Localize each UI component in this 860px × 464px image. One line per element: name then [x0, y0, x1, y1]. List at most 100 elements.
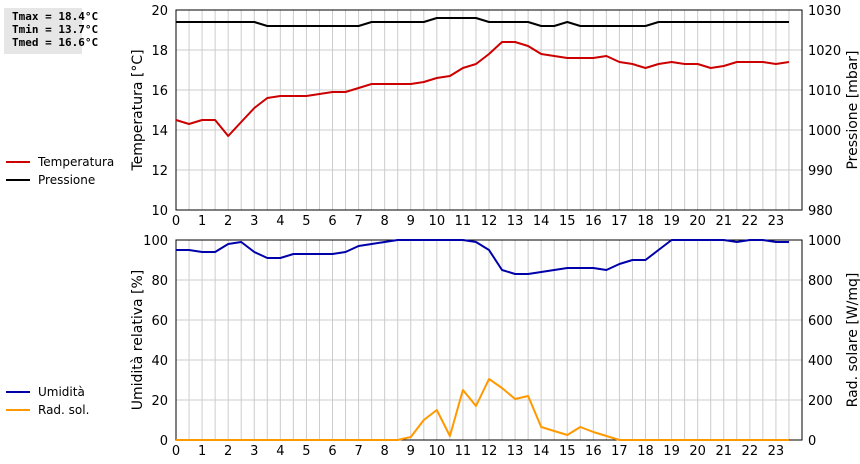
y2-tick-label: 1020 [808, 44, 841, 59]
x-tick-label: 18 [637, 214, 654, 229]
y2-tick-label: 1030 [808, 4, 841, 19]
x-tick-label: 4 [276, 214, 284, 229]
y-tick-label: 100 [143, 234, 168, 249]
y2-tick-label: 990 [808, 164, 833, 179]
series-line-umidit- [176, 239, 789, 275]
series-line-pressione [176, 17, 789, 27]
x-tick-label: 16 [585, 214, 602, 229]
x-tick-label: 20 [689, 214, 706, 229]
x-tick-label: 6 [328, 444, 336, 459]
tmin-label: Tmin = 13.7°C [12, 23, 99, 36]
x-tick-label: 5 [302, 444, 310, 459]
y-tick-label: 18 [151, 44, 168, 59]
x-tick-label: 1 [198, 214, 206, 229]
y2-tick-label: 1000 [808, 234, 841, 249]
series-line-temperatura [175, 41, 790, 137]
x-tick-label: 11 [455, 214, 472, 229]
legend-label-radsol: Rad. sol. [38, 403, 90, 417]
y2-tick-label: 600 [808, 314, 833, 329]
x-tick-label: 13 [507, 214, 524, 229]
y-tick-label: 60 [151, 314, 168, 329]
x-tick-label: 19 [663, 214, 680, 229]
x-tick-label: 5 [302, 214, 310, 229]
x-tick-label: 18 [637, 444, 654, 459]
y-tick-label: 40 [151, 354, 168, 369]
x-tick-label: 8 [381, 214, 389, 229]
x-tick-label: 21 [715, 214, 732, 229]
x-tick-label: 12 [481, 214, 498, 229]
tmed-label: Tmed = 16.6°C [12, 36, 99, 49]
y2-axis-label: Pressione [mbar] [845, 50, 860, 169]
plot-frame [175, 9, 803, 211]
x-tick-label: 20 [689, 444, 706, 459]
plot-frame [175, 239, 803, 441]
y2-axis-label: Rad. solare [W/mq] [845, 273, 860, 408]
x-tick-label: 6 [328, 214, 336, 229]
y-tick-label: 20 [151, 394, 168, 409]
y2-tick-label: 980 [808, 204, 833, 219]
x-tick-label: 21 [715, 444, 732, 459]
y2-tick-label: 0 [808, 434, 816, 449]
x-tick-label: 10 [429, 444, 446, 459]
y-tick-label: 16 [151, 84, 168, 99]
legend-item-temperatura: Temperatura [6, 153, 114, 171]
x-tick-label: 11 [455, 444, 472, 459]
legend-swatch-radsol [6, 409, 30, 411]
y-tick-label: 12 [151, 164, 168, 179]
x-tick-label: 9 [407, 444, 415, 459]
x-tick-label: 19 [663, 444, 680, 459]
x-tick-label: 22 [742, 214, 759, 229]
y2-tick-label: 800 [808, 274, 833, 289]
legend-item-pressione: Pressione [6, 171, 114, 189]
tmax-label: Tmax = 18.4°C [12, 10, 99, 23]
x-tick-label: 10 [429, 214, 446, 229]
y-tick-label: 80 [151, 274, 168, 289]
x-tick-label: 15 [559, 214, 576, 229]
x-tick-label: 17 [611, 214, 628, 229]
legend-label-pressione: Pressione [38, 173, 96, 187]
x-tick-label: 23 [768, 444, 785, 459]
x-tick-label: 12 [481, 444, 498, 459]
legend-top: Temperatura Pressione [6, 153, 114, 189]
y-tick-label: 14 [151, 124, 168, 139]
x-tick-label: 15 [559, 444, 576, 459]
legend-label-temperatura: Temperatura [38, 155, 115, 169]
legend-swatch-umidita [6, 391, 30, 393]
y-axis-label: Umidità relativa [%] [130, 270, 146, 411]
x-tick-label: 3 [250, 214, 258, 229]
stats-box: Tmax = 18.4°C Tmin = 13.7°C Tmed = 16.6°C [4, 8, 99, 54]
x-tick-label: 14 [533, 214, 550, 229]
x-tick-label: 9 [407, 214, 415, 229]
x-tick-label: 23 [768, 214, 785, 229]
legend-label-umidita: Umidità [38, 385, 85, 399]
x-tick-label: 22 [742, 444, 759, 459]
x-tick-label: 2 [224, 444, 232, 459]
y2-tick-label: 1010 [808, 84, 841, 99]
x-tick-label: 16 [585, 444, 602, 459]
x-tick-label: 14 [533, 444, 550, 459]
x-tick-label: 13 [507, 444, 524, 459]
x-tick-label: 17 [611, 444, 628, 459]
x-tick-label: 7 [354, 444, 362, 459]
y-tick-label: 20 [151, 4, 168, 19]
legend-item-radsol: Rad. sol. [6, 401, 89, 419]
y-axis-label: Temperatura [°C] [130, 49, 146, 171]
x-tick-label: 2 [224, 214, 232, 229]
legend-swatch-temperatura [6, 161, 30, 163]
series-line-rad-sol- [176, 378, 789, 441]
x-tick-label: 0 [172, 444, 180, 459]
y2-tick-label: 200 [808, 394, 833, 409]
legend-swatch-pressione [6, 179, 30, 181]
x-tick-label: 3 [250, 444, 258, 459]
x-tick-label: 1 [198, 444, 206, 459]
y-tick-label: 0 [160, 434, 168, 449]
legend-bottom: Umidità Rad. sol. [6, 383, 89, 419]
x-tick-label: 8 [381, 444, 389, 459]
legend-item-umidita: Umidità [6, 383, 89, 401]
x-tick-label: 4 [276, 444, 284, 459]
y-tick-label: 10 [151, 204, 168, 219]
y2-tick-label: 1000 [808, 124, 841, 139]
x-tick-label: 0 [172, 214, 180, 229]
